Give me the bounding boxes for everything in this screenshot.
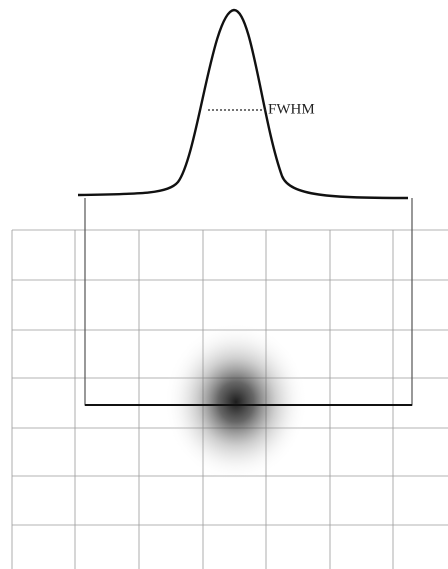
intensity-profile [77, 8, 409, 200]
fwhm-label: FWHM [268, 101, 315, 117]
beam-spot [164, 322, 308, 482]
